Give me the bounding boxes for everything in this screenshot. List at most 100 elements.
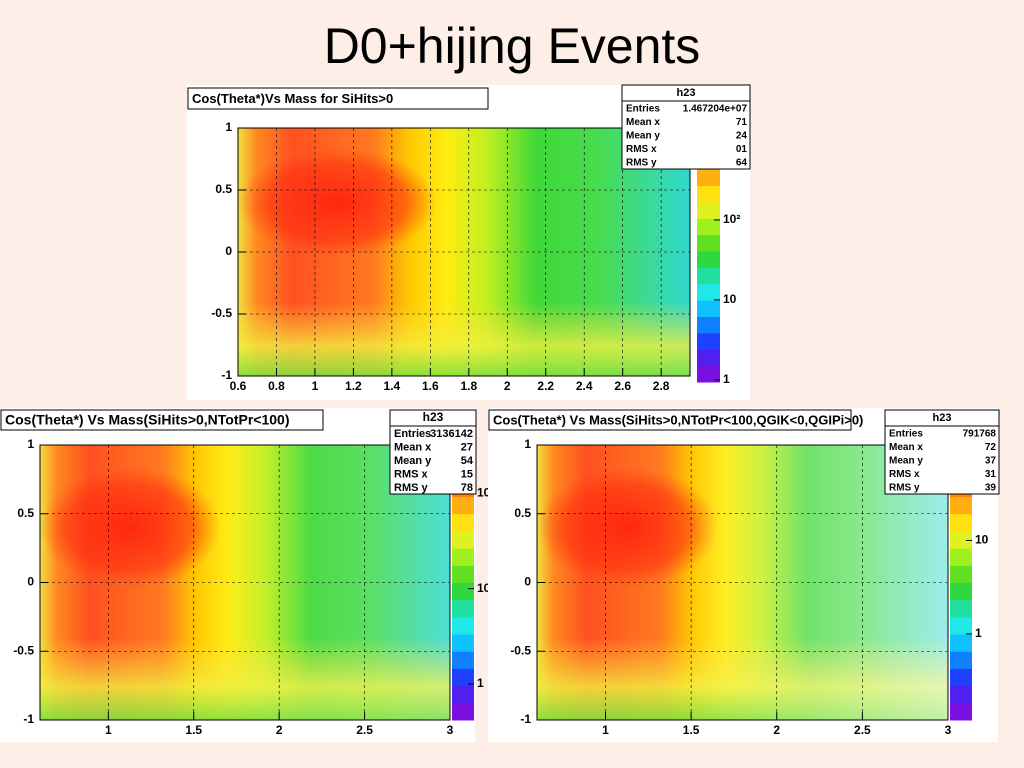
stats-value: 72 [985, 442, 997, 453]
colorbar-step [452, 548, 474, 566]
colorbar-step [950, 582, 972, 601]
stats-box [389, 409, 477, 495]
stats-label: Mean x [394, 441, 432, 453]
y-tick-label: -0.5 [211, 306, 232, 320]
y-tick-label: 1 [27, 437, 34, 451]
x-tick-label: 2 [504, 379, 511, 393]
colorbar-step [697, 218, 720, 236]
z-tick-label: 10² [723, 212, 740, 226]
colorbar-step [452, 530, 474, 549]
colorbar-step [697, 316, 720, 334]
chart-title: Cos(Theta*) Vs Mass(SiHits>0,NTotPr<100,… [493, 412, 863, 427]
colorbar-step [950, 685, 972, 704]
stats-name: h23 [933, 412, 952, 424]
stats-value: 15 [461, 468, 473, 480]
stats-label: Entries [889, 429, 923, 440]
colorbar-step [452, 616, 474, 635]
y-tick-label: -0.5 [510, 643, 531, 657]
colorbar-step [950, 651, 972, 669]
colorbar-step [950, 668, 972, 687]
colorbar-step [950, 513, 972, 532]
title-box [0, 409, 324, 431]
stats-label: Mean x [626, 117, 660, 128]
colorbar-step [697, 283, 720, 301]
stats-box [621, 84, 751, 170]
colorbar-step [697, 185, 720, 203]
colorbar-step [452, 651, 474, 669]
stats-label: Mean x [889, 442, 923, 453]
z-tick-label: 1 [723, 372, 730, 386]
colorbar-step [950, 496, 972, 515]
stats-value: 78 [461, 482, 473, 494]
x-tick-label: 1.2 [345, 379, 362, 393]
colorbar-step [452, 582, 474, 601]
title-box [488, 409, 852, 431]
colorbar-step [452, 599, 474, 618]
stats-value: 31 [985, 469, 997, 480]
title-box [187, 87, 489, 110]
y-tick-label: 1 [524, 437, 531, 451]
y-tick-label: -1 [520, 712, 531, 726]
y-tick-label: -1 [221, 368, 232, 382]
colorbar-step [697, 234, 720, 252]
colorbar-step [697, 251, 720, 268]
z-tick-label: 1 [975, 626, 982, 640]
colorbar-step [452, 668, 474, 687]
stats-label: Entries [394, 428, 431, 440]
stats-label: Mean y [626, 131, 660, 142]
colorbar-step [452, 685, 474, 704]
stats-value: 27 [461, 441, 473, 453]
colorbar-step [452, 702, 474, 721]
z-tick-label: 1 [477, 676, 484, 690]
stats-value: 24 [736, 131, 748, 142]
colorbar-step [697, 365, 720, 383]
colorbar-step [697, 169, 720, 186]
x-tick-label: 3 [945, 723, 952, 737]
stats-name: h23 [677, 87, 696, 99]
stats-value: 54 [461, 455, 474, 467]
stats-value: 1.467204e+07 [683, 104, 748, 115]
x-tick-label: 3 [447, 723, 454, 737]
stats-value: 3136142 [430, 428, 473, 440]
colorbar-step [950, 616, 972, 635]
x-tick-label: 1.5 [185, 723, 202, 737]
colorbar-step [950, 565, 972, 583]
colorbar-step [697, 332, 720, 350]
y-tick-label: 0.5 [17, 506, 34, 520]
stats-label: Entries [626, 104, 660, 115]
colorbar-step [950, 634, 972, 652]
x-tick-label: 0.6 [230, 379, 247, 393]
stats-value: 37 [985, 456, 997, 467]
colorbar-step [697, 300, 720, 317]
stats-value: 01 [736, 144, 748, 155]
z-tick-label: 10 [477, 581, 491, 595]
x-tick-label: 2.5 [854, 723, 871, 737]
x-tick-label: 1.4 [384, 379, 401, 393]
stats-box [884, 409, 1000, 495]
x-tick-label: 2.6 [614, 379, 631, 393]
chart-title: Cos(Theta*)Vs Mass for SiHits>0 [192, 91, 393, 106]
stats-label: Mean y [394, 455, 432, 467]
x-tick-label: 2.8 [653, 379, 670, 393]
x-tick-label: 1 [312, 379, 319, 393]
x-tick-label: 1 [602, 723, 609, 737]
colorbar-step [452, 496, 474, 515]
colorbar-step [950, 530, 972, 549]
y-tick-label: 0.5 [514, 506, 531, 520]
stats-label: RMS x [626, 144, 657, 155]
x-tick-label: 2 [773, 723, 780, 737]
stats-label: RMS y [889, 483, 920, 494]
stats-value: 64 [736, 158, 748, 169]
y-tick-label: -1 [23, 712, 34, 726]
stats-label: Mean y [889, 456, 923, 467]
stats-value: 71 [736, 117, 748, 128]
stats-label: RMS y [626, 158, 657, 169]
stats-name: h23 [423, 410, 444, 424]
colorbar-step [950, 702, 972, 721]
z-tick-label: 10 [723, 292, 737, 306]
colorbar-step [452, 513, 474, 532]
y-tick-label: 0 [225, 244, 232, 258]
colorbar-step [697, 349, 720, 367]
stats-value: 39 [985, 483, 997, 494]
